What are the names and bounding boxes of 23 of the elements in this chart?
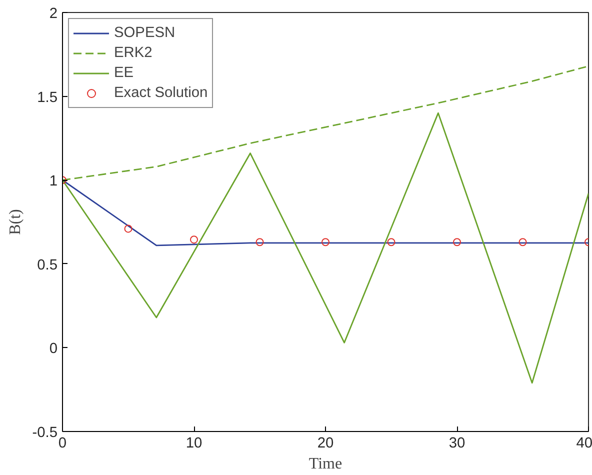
y-tick-label: 1.5 bbox=[37, 90, 58, 106]
point bbox=[124, 224, 132, 233]
point bbox=[190, 236, 198, 244]
x-tick-label: 10 bbox=[186, 436, 202, 452]
point bbox=[518, 238, 527, 246]
point bbox=[322, 238, 330, 246]
point bbox=[387, 238, 396, 246]
y-axis-title: B(t) bbox=[7, 209, 24, 235]
legend-label: ERK2 bbox=[114, 45, 152, 61]
x-tick-label: 30 bbox=[448, 436, 466, 452]
y-tick-label: 0 bbox=[49, 341, 58, 358]
x-tick-label: 20 bbox=[317, 436, 334, 452]
x-tick-label: 40 bbox=[576, 436, 592, 452]
legend-label: EE bbox=[114, 65, 134, 81]
point bbox=[256, 238, 264, 246]
legend-label: Exact Solution bbox=[114, 85, 208, 101]
x-axis-title: Time bbox=[308, 456, 342, 472]
y-tick-label: 1 bbox=[49, 174, 58, 190]
y-tick-label: 2 bbox=[49, 6, 58, 22]
y-tick-label: -0.5 bbox=[32, 425, 58, 441]
point bbox=[453, 238, 461, 246]
legend-label: SOPESN bbox=[114, 25, 176, 41]
y-tick-label: 0.5 bbox=[37, 257, 58, 274]
